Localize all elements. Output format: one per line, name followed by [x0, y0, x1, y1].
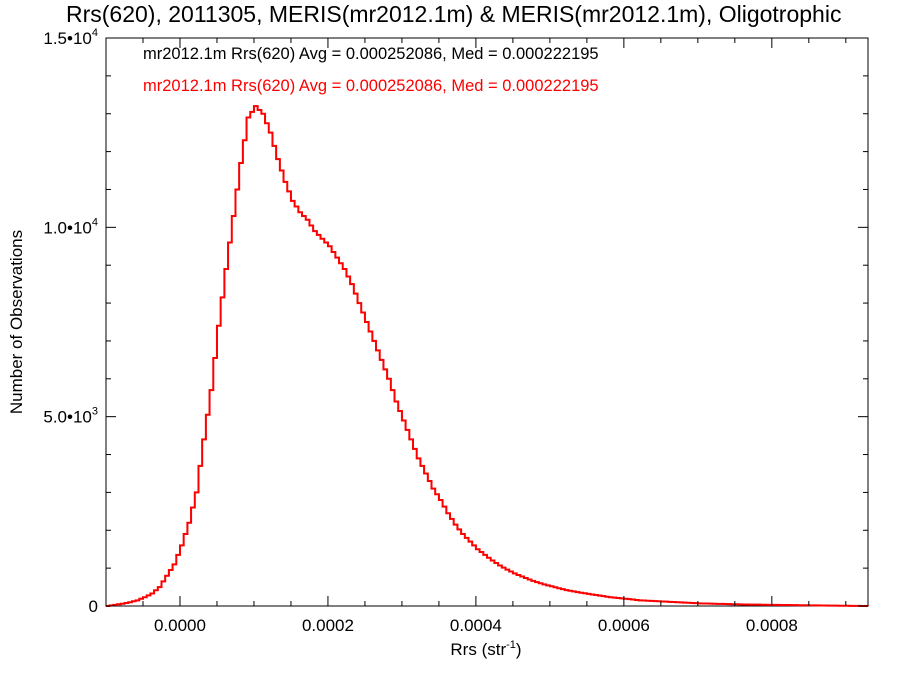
- y-axis-label: Number of Observations: [7, 230, 26, 414]
- legend: mr2012.1m Rrs(620) Avg = 0.000252086, Me…: [143, 45, 599, 95]
- x-axis-label: Rrs (str-1): [450, 639, 521, 659]
- y-tick-label: 5.0•103: [43, 406, 98, 427]
- y-tick-label: 1.5•104: [43, 27, 98, 48]
- y-axis-ticks: 0 5.0•103 1.0•104 1.5•104: [43, 27, 868, 616]
- x-tick-label: 0.0008: [746, 616, 798, 635]
- x-tick-label: 0.0006: [598, 616, 650, 635]
- chart-title: Rrs(620), 2011305, MERIS(mr2012.1m) & ME…: [66, 1, 841, 27]
- x-axis-ticks: 0.0000 0.0002 0.0004 0.0006 0.0008: [105, 38, 847, 635]
- plot-frame: [105, 37, 869, 607]
- y-tick-label: 1.0•104: [43, 216, 98, 237]
- series-line-1: [106, 105, 869, 607]
- legend-entry-red: mr2012.1m Rrs(620) Avg = 0.000252086, Me…: [143, 77, 599, 95]
- y-tick-label: 0: [89, 597, 98, 616]
- x-tick-label: 0.0004: [450, 616, 502, 635]
- plot-border: [105, 37, 869, 607]
- legend-entry-black: mr2012.1m Rrs(620) Avg = 0.000252086, Me…: [143, 45, 599, 63]
- series-layer: [106, 105, 869, 607]
- x-tick-label: 0.0000: [154, 616, 206, 635]
- x-tick-label: 0.0002: [302, 616, 354, 635]
- series-line-0: [106, 105, 869, 607]
